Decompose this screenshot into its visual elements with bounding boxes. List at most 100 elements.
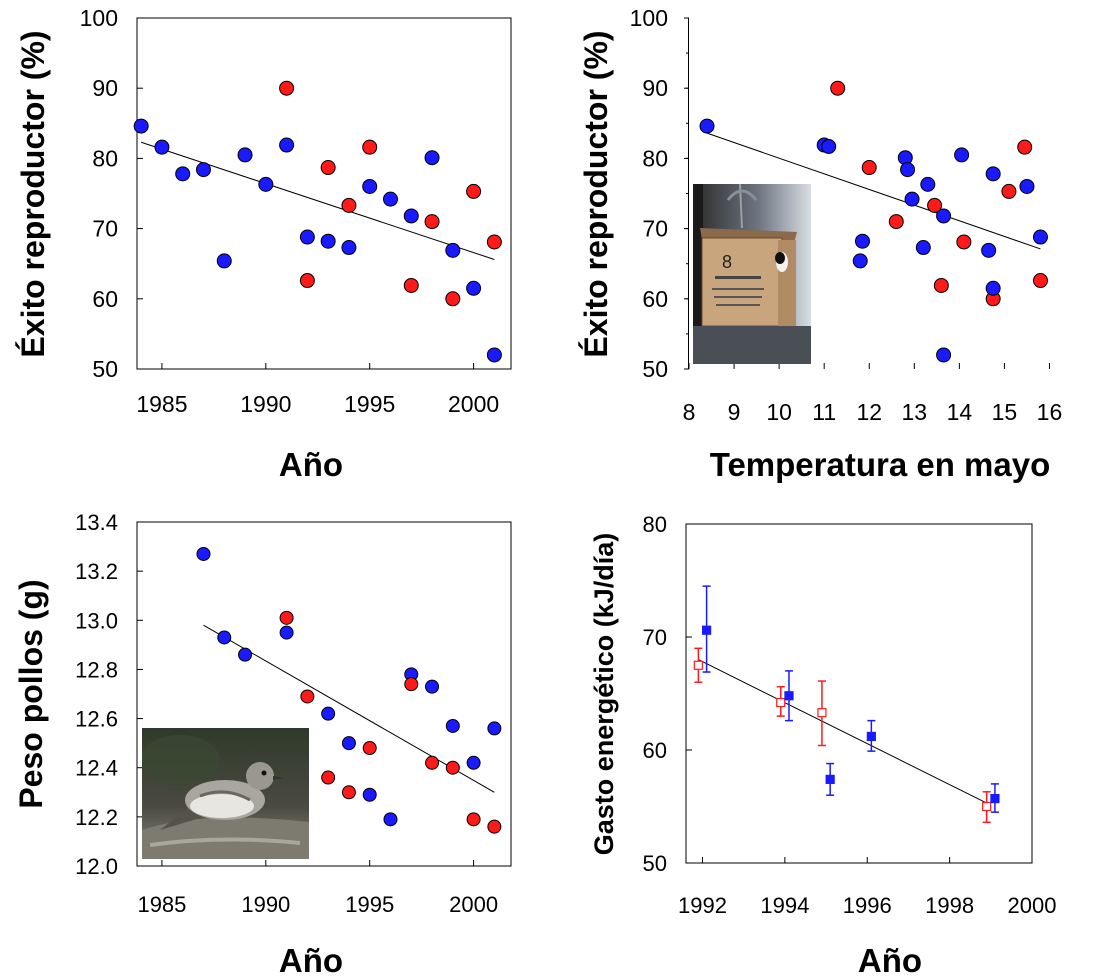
filled-square-marker — [701, 625, 712, 635]
blue-data-point — [1019, 178, 1035, 194]
svg-text:8: 8 — [722, 252, 732, 272]
tick-labels: 1985 1990 1995 2000 12.0 12.2 12.4 12.6 12.8 13.0… — [75, 510, 498, 917]
blue-data-point — [466, 755, 481, 770]
data-point-with-error-bar — [776, 685, 786, 717]
blue-data-point — [936, 208, 952, 224]
y-tick-label: 50 — [92, 356, 118, 382]
x-tick-label: 2000 — [449, 892, 498, 917]
data-points — [133, 80, 502, 363]
trend-line — [140, 141, 495, 260]
y-tick-label: 50 — [642, 356, 668, 382]
y-tick-label: 80 — [642, 145, 668, 171]
x-tick-label: 1995 — [345, 892, 394, 917]
data-point-with-error-bar — [825, 762, 835, 796]
blue-data-point — [915, 240, 931, 256]
blue-data-point — [487, 721, 502, 736]
data-points — [693, 585, 1000, 824]
red-data-point — [320, 160, 336, 176]
blue-data-point — [216, 253, 232, 269]
x-tick-label: 13 — [902, 399, 928, 425]
blue-data-point — [445, 718, 460, 733]
y-tick-label: 60 — [92, 286, 118, 312]
y-tick-label: 80 — [92, 145, 118, 171]
data-points — [699, 80, 1048, 363]
tick-labels: 8 9 10 11 12 13 14 15 16 50 60 70 80 90 100 — [630, 5, 1063, 425]
tick-marks — [686, 523, 1033, 864]
blue-data-point — [403, 208, 419, 224]
x-axis-label: Año — [279, 942, 343, 976]
red-data-point — [1017, 139, 1033, 155]
red-data-point — [933, 277, 949, 293]
x-tick-label: 1985 — [136, 391, 187, 417]
tick-marks — [137, 17, 475, 370]
blue-data-point — [900, 162, 916, 178]
flycatcher-photo — [142, 728, 309, 859]
blue-data-point — [936, 347, 952, 363]
red-data-point — [404, 677, 419, 692]
blue-data-point — [175, 166, 191, 182]
blue-data-point — [320, 233, 336, 249]
x-tick-label: 1992 — [678, 893, 727, 918]
red-data-point — [830, 80, 846, 96]
x-axis-label: Temperatura en mayo — [710, 446, 1051, 483]
red-data-point — [279, 610, 294, 625]
x-tick-label: 1990 — [241, 892, 290, 917]
y-axis-label: Peso pollos (g) — [13, 579, 49, 808]
y-axis-label: Gasto energético (kJ/día) — [589, 533, 619, 856]
panel-chick-weight-vs-year: 1985 1990 1995 2000 12.0 12.2 12.4 12.6 12.8 13.0… — [13, 510, 512, 976]
filled-square-marker — [784, 691, 794, 701]
y-tick-label: 12.6 — [75, 707, 118, 732]
red-data-point — [341, 197, 357, 213]
blue-data-point — [852, 253, 868, 269]
y-tick-label: 70 — [643, 625, 667, 650]
plot-area-frame — [685, 523, 1033, 864]
blue-data-point — [981, 242, 997, 258]
red-data-point — [362, 741, 377, 756]
y-tick-label: 13.2 — [75, 559, 118, 584]
red-data-point — [1001, 183, 1017, 199]
blue-data-point — [382, 191, 398, 207]
y-tick-label: 12.4 — [75, 756, 118, 781]
y-tick-label: 90 — [92, 75, 118, 101]
filled-square-marker — [990, 793, 1000, 804]
y-tick-label: 12.0 — [75, 854, 118, 879]
blue-data-point — [279, 625, 294, 640]
blue-data-point — [133, 118, 149, 134]
y-tick-label: 13.4 — [75, 510, 118, 535]
blue-data-point — [238, 647, 253, 662]
red-data-point — [403, 277, 419, 293]
blue-data-point — [486, 347, 502, 363]
blue-data-point — [854, 233, 870, 249]
nest-box-photo: 8 — [693, 184, 811, 364]
red-data-point — [279, 80, 295, 96]
red-data-point — [299, 273, 315, 289]
red-data-point — [1032, 273, 1048, 289]
red-data-point — [362, 139, 378, 155]
red-data-point — [300, 689, 315, 704]
filled-square-marker — [866, 731, 876, 742]
x-tick-label: 1998 — [925, 893, 974, 918]
trend-line — [706, 132, 1041, 250]
data-point-with-error-bar — [784, 670, 794, 722]
blue-data-point — [821, 138, 837, 154]
x-tick-label: 1990 — [240, 391, 291, 417]
data-point-with-error-bar — [982, 791, 992, 824]
red-data-point — [424, 214, 440, 230]
x-tick-label: 15 — [992, 399, 1018, 425]
x-tick-label: 2000 — [1008, 893, 1057, 918]
x-tick-label: 1995 — [344, 391, 395, 417]
panel-energy-expenditure-vs-year: 1992 1994 1996 1998 2000 50 60 70 80 Año Gasto e… — [589, 512, 1056, 976]
blue-data-point — [195, 162, 211, 178]
y-tick-label: 50 — [643, 851, 667, 876]
blue-data-point — [445, 242, 461, 258]
red-data-point — [487, 819, 502, 834]
x-tick-label: 12 — [856, 399, 882, 425]
red-data-point — [341, 785, 356, 800]
open-square-marker — [817, 708, 827, 718]
tick-labels: 1985 1990 1995 2000 50 60 70 80 90 100 — [80, 5, 500, 417]
y-tick-label: 90 — [642, 75, 668, 101]
blue-data-point — [321, 706, 336, 721]
x-tick-label: 1996 — [843, 893, 892, 918]
x-tick-label: 2000 — [448, 391, 499, 417]
